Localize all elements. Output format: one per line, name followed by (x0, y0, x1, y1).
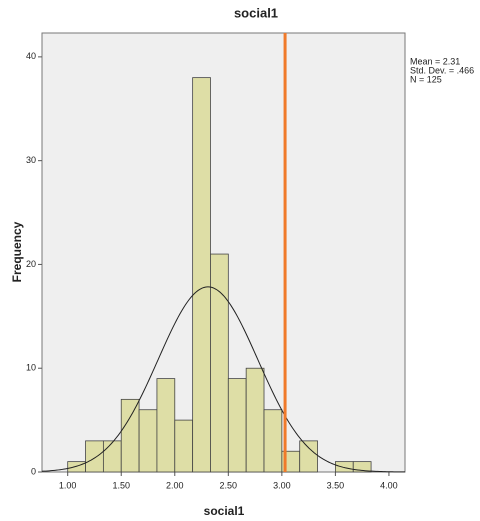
bar (263, 409, 283, 473)
y-tick-label: 30 (26, 155, 36, 165)
bar (138, 409, 158, 473)
bar (192, 77, 211, 473)
x-axis-label: social1 (204, 504, 245, 518)
bar (227, 378, 247, 473)
bar (85, 440, 104, 473)
bar (210, 253, 229, 473)
x-tick-label: 2.00 (166, 480, 184, 490)
x-tick-label: 1.00 (59, 480, 77, 490)
y-tick-label: 0 (31, 466, 36, 476)
x-tick-label: 2.50 (220, 480, 238, 490)
bar (174, 419, 194, 473)
bar (120, 398, 140, 473)
stat-label: Std. Dev. = .466 (410, 65, 474, 75)
chart-title: social1 (234, 5, 278, 20)
stat-label: N = 125 (410, 74, 442, 84)
y-axis-label: Frequency (10, 221, 24, 282)
y-tick-label: 20 (26, 259, 36, 269)
bar (299, 440, 318, 473)
stat-label: Mean = 2.31 (410, 56, 460, 66)
bar (245, 367, 265, 473)
x-tick-label: 1.50 (112, 480, 130, 490)
y-tick-label: 10 (26, 363, 36, 373)
bar (352, 461, 372, 473)
x-tick-label: 3.00 (273, 480, 291, 490)
bar (67, 461, 86, 473)
bar (334, 461, 354, 473)
x-tick-label: 4.00 (380, 480, 398, 490)
bar (156, 378, 176, 473)
x-tick-label: 3.50 (327, 480, 345, 490)
y-tick-label: 40 (26, 51, 36, 61)
normal-curve (41, 286, 406, 473)
bar (102, 440, 122, 473)
